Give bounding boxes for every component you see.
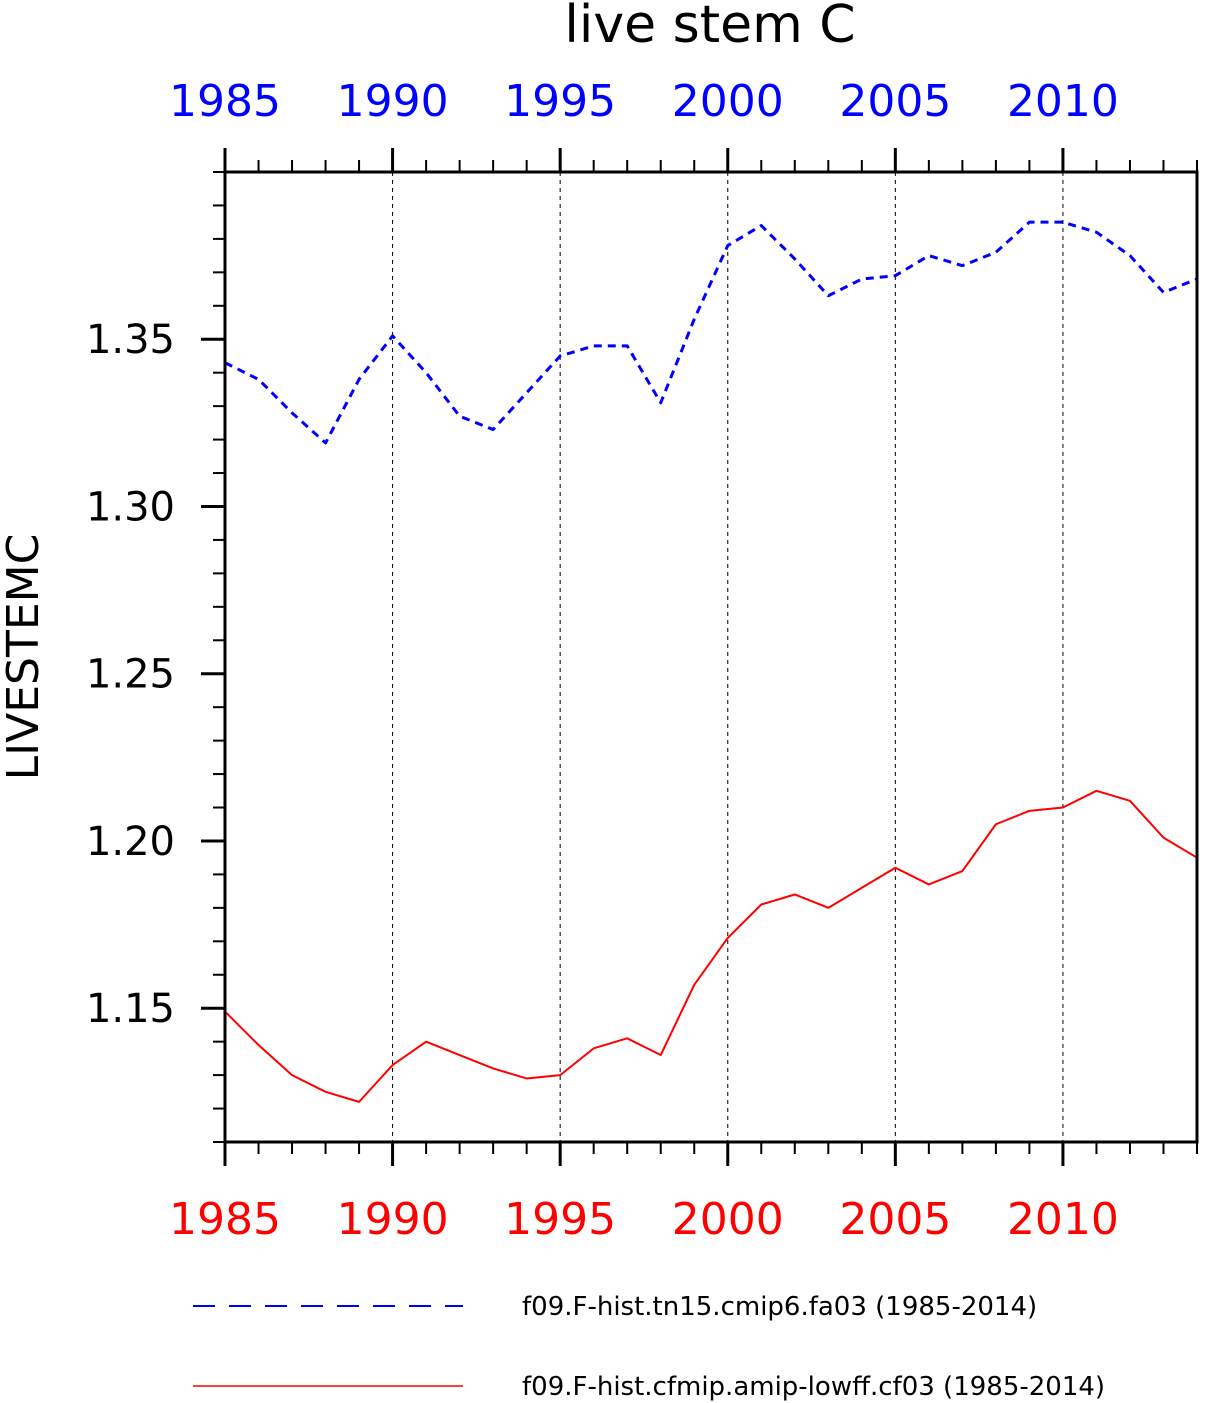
y-tick-label: 1.25 (86, 652, 175, 698)
x-tick-label-bottom: 2010 (1007, 1194, 1119, 1245)
x-tick-label-top: 1985 (169, 76, 281, 127)
y-tick-label: 1.20 (86, 819, 175, 865)
x-tick-label-bottom: 2005 (839, 1194, 951, 1245)
x-tick-label-top: 2000 (672, 76, 784, 127)
x-tick-label-top: 2005 (839, 76, 951, 127)
gridlines (392, 172, 1064, 1142)
x-tick-label-top: 1990 (337, 76, 449, 127)
legend-label: f09.F-hist.cfmip.amip-lowff.cf03 (1985-2… (522, 1372, 1105, 1402)
plot-frame (223, 170, 1199, 1144)
y-tick-label: 1.15 (86, 986, 175, 1032)
legend-label: f09.F-hist.tn15.cmip6.fa03 (1985-2014) (522, 1292, 1037, 1322)
tick-labels: 1.15 1.20 1.25 1.30 1.35 1985 1985 1990 1990 1995… (86, 76, 1119, 1245)
x-tick-label-top: 1995 (504, 76, 616, 127)
x-tick-label-bottom: 1985 (169, 1194, 281, 1245)
x-tick-label-bottom: 2000 (672, 1194, 784, 1245)
x-tick-label-bottom: 1990 (337, 1194, 449, 1245)
y-axis-label: LIVESTEMC (0, 534, 49, 781)
series-lines (224, 220, 1198, 1103)
chart-title: live stem C (564, 0, 855, 55)
axis-ticks (201, 148, 1198, 1166)
series-line-cf03 (224, 789, 1198, 1103)
x-tick-label-bottom: 1995 (504, 1194, 616, 1245)
series-line-fa03 (224, 220, 1198, 445)
legend: f09.F-hist.tn15.cmip6.fa03 (1985-2014) f0… (193, 1292, 1105, 1402)
x-tick-label-top: 2010 (1007, 76, 1119, 127)
y-tick-label: 1.30 (86, 484, 175, 530)
y-tick-label: 1.35 (86, 317, 175, 363)
